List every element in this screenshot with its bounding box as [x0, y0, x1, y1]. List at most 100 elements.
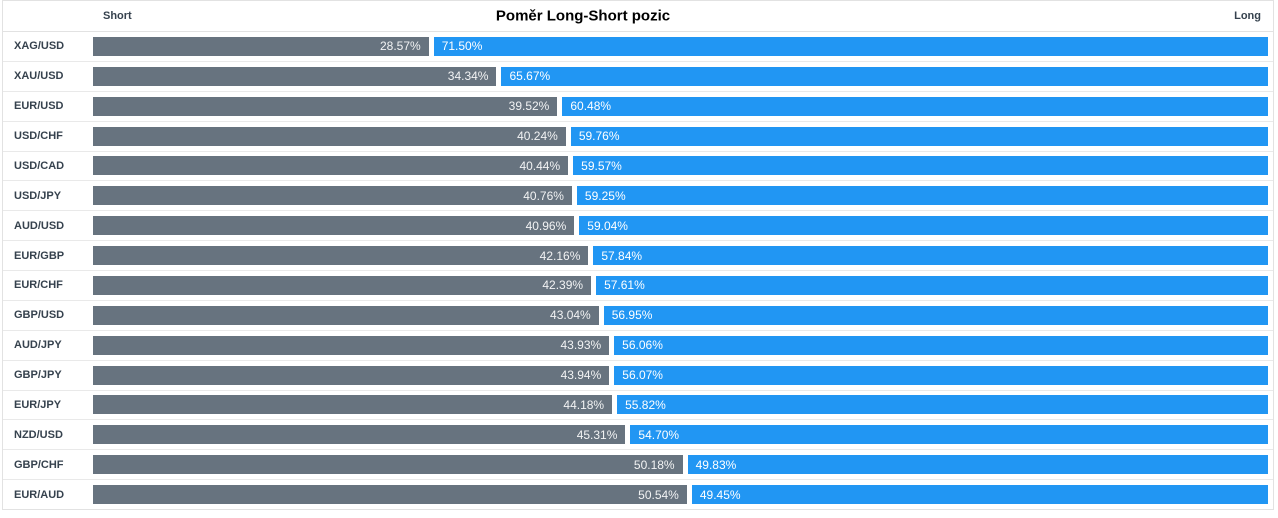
long-column-header: Long — [1234, 10, 1261, 22]
bar-track: 43.94% 56.07% — [93, 365, 1268, 385]
long-bar[interactable]: 59.25% — [576, 186, 1268, 206]
short-value-label: 42.39% — [542, 278, 584, 293]
short-bar[interactable]: 43.04% — [93, 305, 599, 325]
long-bar[interactable]: 60.48% — [562, 96, 1268, 116]
currency-pair-label: EUR/GBP — [14, 249, 65, 262]
currency-pair-label: EUR/CHF — [14, 279, 63, 292]
short-bar[interactable]: 45.31% — [93, 425, 626, 445]
long-bar[interactable]: 49.45% — [691, 485, 1268, 505]
bar-track: 40.96% 59.04% — [93, 216, 1268, 236]
currency-pair-label: NZD/USD — [14, 428, 63, 441]
short-value-label: 40.96% — [525, 218, 567, 233]
chart-row: GBP/JPY 43.94% 56.07% — [3, 361, 1273, 391]
chart-row: XAG/USD 28.57% 71.50% — [3, 32, 1273, 62]
chart-row: EUR/USD 39.52% 60.48% — [3, 92, 1273, 122]
long-value-label: 65.67% — [509, 69, 551, 84]
bar-track: 44.18% 55.82% — [93, 395, 1268, 415]
long-value-label: 59.76% — [578, 129, 620, 144]
chart-row: AUD/JPY 43.93% 56.06% — [3, 331, 1273, 361]
bar-track: 28.57% 71.50% — [93, 36, 1268, 56]
short-value-label: 50.18% — [633, 457, 675, 472]
short-bar[interactable]: 50.18% — [93, 455, 683, 475]
long-bar[interactable]: 59.04% — [579, 216, 1268, 236]
bar-track: 42.16% 57.84% — [93, 246, 1268, 266]
short-value-label: 44.18% — [563, 397, 605, 412]
long-bar[interactable]: 59.57% — [573, 156, 1268, 176]
long-value-label: 57.61% — [604, 278, 645, 293]
chart-row: EUR/CHF 42.39% 57.61% — [3, 271, 1273, 301]
chart-row: AUD/USD 40.96% 59.04% — [3, 211, 1273, 242]
currency-pair-label: GBP/CHF — [14, 458, 64, 471]
long-value-label: 59.04% — [587, 218, 628, 233]
short-bar[interactable]: 42.16% — [93, 246, 589, 266]
long-bar[interactable]: 56.95% — [603, 305, 1268, 325]
bar-track: 40.76% 59.25% — [93, 186, 1268, 206]
bar-track: 50.54% 49.45% — [93, 485, 1268, 505]
short-bar[interactable]: 43.93% — [93, 335, 610, 355]
short-bar[interactable]: 44.18% — [93, 395, 613, 415]
long-value-label: 56.06% — [622, 338, 663, 353]
short-value-label: 34.34% — [447, 69, 489, 84]
long-bar[interactable]: 59.76% — [570, 126, 1268, 146]
short-bar[interactable]: 40.76% — [93, 186, 572, 206]
currency-pair-label: GBP/JPY — [14, 369, 62, 382]
bar-track: 45.31% 54.70% — [93, 425, 1268, 445]
short-value-label: 40.44% — [519, 158, 561, 173]
short-value-label: 40.24% — [517, 129, 558, 144]
short-bar[interactable]: 40.96% — [93, 216, 575, 236]
bar-track: 39.52% 60.48% — [93, 96, 1268, 116]
long-bar[interactable]: 49.83% — [687, 455, 1268, 475]
short-bar[interactable]: 28.57% — [93, 36, 429, 56]
currency-pair-label: EUR/USD — [14, 100, 64, 113]
short-value-label: 42.16% — [539, 248, 581, 263]
chart-header: Short Poměr Long-Short pozic Long — [3, 1, 1273, 32]
long-bar[interactable]: 56.07% — [614, 365, 1268, 385]
long-short-ratio-chart: Short Poměr Long-Short pozic Long XAG/US… — [2, 0, 1274, 510]
short-bar[interactable]: 39.52% — [93, 96, 558, 116]
currency-pair-label: XAU/USD — [14, 70, 64, 83]
long-value-label: 59.57% — [581, 158, 622, 173]
long-value-label: 57.84% — [601, 248, 643, 263]
bar-track: 43.04% 56.95% — [93, 305, 1268, 325]
short-bar[interactable]: 34.34% — [93, 66, 497, 86]
currency-pair-label: EUR/AUD — [14, 488, 65, 501]
long-bar[interactable]: 57.61% — [596, 275, 1268, 295]
long-bar[interactable]: 57.84% — [593, 246, 1268, 266]
bar-track: 40.44% 59.57% — [93, 156, 1268, 176]
short-bar[interactable]: 42.39% — [93, 275, 592, 295]
long-value-label: 49.83% — [695, 457, 737, 472]
short-value-label: 45.31% — [576, 427, 618, 442]
short-value-label: 40.76% — [523, 188, 564, 203]
short-bar[interactable]: 43.94% — [93, 365, 610, 385]
short-value-label: 43.93% — [560, 338, 602, 353]
long-value-label: 59.25% — [584, 188, 626, 203]
chart-row: GBP/USD 43.04% 56.95% — [3, 301, 1273, 331]
long-bar[interactable]: 54.70% — [630, 425, 1268, 445]
bar-track: 50.18% 49.83% — [93, 455, 1268, 475]
long-value-label: 56.07% — [622, 368, 663, 383]
short-bar[interactable]: 40.24% — [93, 126, 566, 146]
currency-pair-label: EUR/JPY — [14, 398, 62, 411]
long-bar[interactable]: 55.82% — [617, 395, 1268, 415]
currency-pair-label: AUD/JPY — [14, 339, 62, 352]
currency-pair-label: XAG/USD — [14, 40, 65, 53]
short-value-label: 43.04% — [550, 308, 591, 323]
long-value-label: 54.70% — [638, 427, 680, 442]
chart-rows: XAG/USD 28.57% 71.50% XAU/USD 34.34% 65.… — [3, 32, 1273, 509]
short-bar[interactable]: 50.54% — [93, 485, 687, 505]
currency-pair-label: AUD/USD — [14, 219, 65, 232]
long-value-label: 71.50% — [441, 39, 483, 54]
short-bar[interactable]: 40.44% — [93, 156, 569, 176]
short-value-label: 50.54% — [638, 487, 679, 502]
long-bar[interactable]: 56.06% — [614, 335, 1268, 355]
currency-pair-label: GBP/USD — [14, 309, 65, 322]
short-column-header: Short — [103, 10, 132, 22]
bar-track: 43.93% 56.06% — [93, 335, 1268, 355]
chart-row: XAU/USD 34.34% 65.67% — [3, 62, 1273, 92]
long-value-label: 60.48% — [570, 99, 612, 114]
long-value-label: 55.82% — [625, 397, 666, 412]
chart-title: Poměr Long-Short pozic — [495, 7, 671, 25]
short-value-label: 43.94% — [560, 368, 602, 383]
long-bar[interactable]: 71.50% — [433, 36, 1268, 56]
long-bar[interactable]: 65.67% — [501, 66, 1268, 86]
